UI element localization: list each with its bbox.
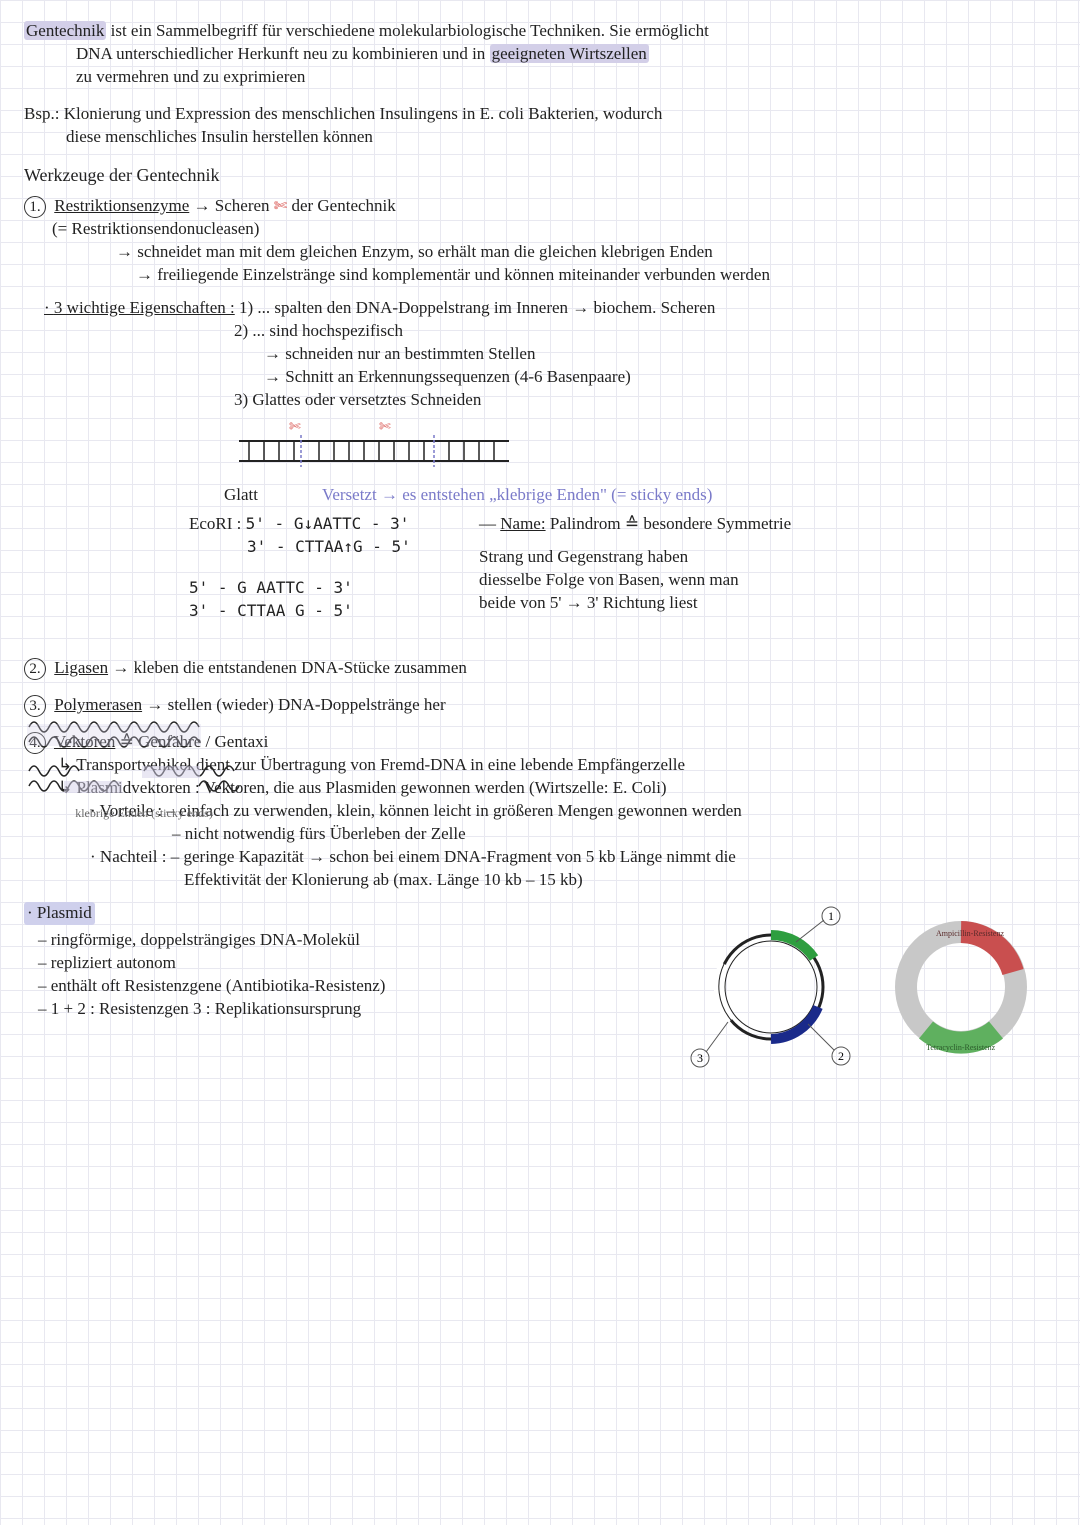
title-highlight: Gentechnik [24,21,106,40]
intro-l3: zu vermehren und zu exprimieren [24,66,305,89]
svg-text:3: 3 [697,1051,703,1065]
strang2: diesselbe Folge von Basen, wenn man [479,570,739,589]
scissors-icon: ✄ [274,198,287,215]
ecori-right: — Name: Palindrom ≙ besondere Symmetrie … [469,513,1056,615]
strang1: Strang und Gegenstrang haben [479,547,688,566]
ecori-cut2: 3' - CTTAA G - 5' [189,601,353,620]
svg-text:1: 1 [828,909,834,923]
eig2a: schneiden nur an bestimmten Stellen [24,343,535,366]
nachteil-label: Nachteil : [24,847,166,866]
intro-para: Gentechnik ist ein Sammelbegriff für ver… [24,20,1056,89]
bsp-para: Bsp.: Klonierung und Expression des mens… [24,103,1056,149]
item1-title: Restriktionsenzyme [54,196,189,215]
plasmid-p2: repliziert autonom [24,952,176,975]
plasmid-block: Plasmid ringförmige, doppelsträngiges DN… [24,902,1056,1072]
eig3: 3) Glattes oder versetztes Schneiden [24,389,481,412]
item2: 2. Ligasen → kleben die entstandenen DNA… [24,657,1056,680]
v2: nicht notwendig fürs Überleben der Zelle [24,823,466,846]
plasmid-circle-2: Ampicillin-Resistenz Tetracyclin-Resiste… [876,902,1046,1072]
sticky-cut-svg [24,756,244,801]
eig1: 1) ... spalten den DNA-Doppelstrang im I… [239,298,715,317]
svg-text:✄: ✄ [379,420,391,435]
plasmid-p4: 1 + 2 : Resistenzgen 3 : Replikationsurs… [24,998,361,1021]
ecori-seq1: 5' - G↓AATTC - 3' [246,514,410,533]
eig2: 2) ... sind hochspezifisch [24,320,403,343]
item1-after: der Gentechnik [291,196,395,215]
item2-text: kleben die entstandenen DNA-Stücke zusam… [134,658,467,677]
eig2b: Schnitt an Erkennungssequenzen (4-6 Base… [24,366,631,389]
bsp-l1: Klonierung und Expression des menschlich… [64,104,663,123]
item1-a2: freiliegende Einzelstränge sind kompleme… [24,264,770,287]
ecori-left: EcoRI : 5' - G↓AATTC - 3' 3' - CTTAA↑G -… [189,513,469,623]
ecori-cut1: 5' - G AATTC - 3' [189,578,353,597]
num1: 1. [24,196,46,218]
ecori-seq2: 3' - CTTAA↑G - 5' [189,537,411,556]
plasmid-p1: ringförmige, doppelsträngiges DNA-Molekü… [24,929,360,952]
item1-a1: schneidet man mit dem gleichen Enzym, so… [24,241,713,264]
plasmid-circle-1: 1 2 3 [686,902,856,1072]
plasmid-label: Plasmid [24,902,95,925]
intro-l1b: ist ein Sammelbegriff für verschiedene m… [111,21,709,40]
sticky-label: klebrige Enden (sticky ends) [24,805,264,821]
strang3: beide von 5' → 3' Richtung liest [479,593,698,612]
versetzt-label: Versetzt → es entstehen „klebrige Enden"… [322,485,712,504]
ecori-label: EcoRI : [189,514,241,533]
ecori-block: EcoRI : 5' - G↓AATTC - 3' 3' - CTTAA↑G -… [189,513,1056,623]
wirtszellen-hl: geeigneten Wirtszellen [490,44,649,63]
eigenschaften: 3 wichtige Eigenschaften : 1) ... spalte… [24,297,1056,412]
item1-scheren: Scheren [215,196,270,215]
tet-label: Tetracyclin-Resistenz [926,1043,996,1052]
plasmid-text: Plasmid ringförmige, doppelsträngiges DN… [24,902,559,1021]
n1: geringe Kapazität → schon bei einem DNA-… [171,847,736,866]
glatt-versetzt-labels: Glatt Versetzt → es entstehen „klebrige … [224,484,1056,507]
num2: 2. [24,658,46,680]
intro-l2: DNA unterschiedlicher Herkunft neu zu ko… [24,43,649,66]
n2: Effektivität der Klonierung ab (max. Län… [24,869,583,892]
werkzeuge-heading: Werkzeuge der Gentechnik [24,163,1056,187]
sticky-ends-diagram: klebrige Enden (sticky ends) [24,712,264,821]
bsp-l2: diese menschliches Insulin herstellen kö… [24,126,373,149]
glatt-label: Glatt [224,485,258,504]
plasmid-figs: 1 2 3 Ampicillin-Resistenz Tetracyclin-R… [559,902,1056,1072]
plasmid-p3: enthält oft Resistenzgene (Antibiotika-R… [24,975,385,998]
dna-svg: ✄ ✄ [229,419,529,474]
dna-strand-diagram: ✄ ✄ [229,419,1056,474]
name-label: Name: [500,514,545,533]
sticky-intact-svg [24,712,224,752]
amp-label: Ampicillin-Resistenz [936,929,1004,938]
svg-text:✄: ✄ [289,420,301,435]
svg-text:2: 2 [838,1049,844,1063]
eig-label: 3 wichtige Eigenschaften : [24,298,235,317]
item1-sub: (= Restriktionsendonucleasen) [24,219,259,238]
item2-title: Ligasen [54,658,108,677]
item1: 1. Restriktionsenzyme → Scheren ✄ der Ge… [24,195,1056,287]
palindrom: Palindrom ≙ besondere Symmetrie [550,514,791,533]
bsp-prefix: Bsp.: [24,104,59,123]
